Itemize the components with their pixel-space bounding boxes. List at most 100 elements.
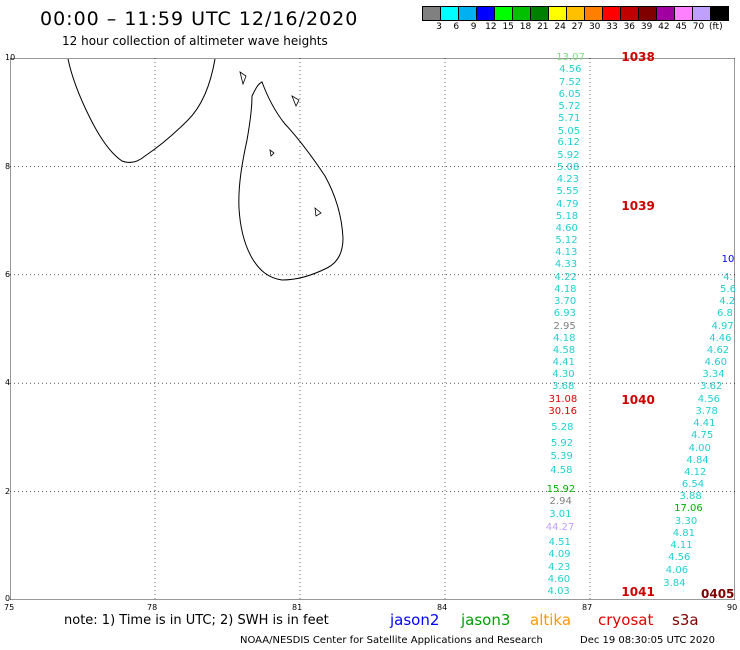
sat-cryosat: cryosat — [598, 611, 654, 629]
y-tick-6: 6 — [5, 270, 11, 279]
island-1 — [239, 71, 247, 86]
right-track-value: 4.75 — [690, 430, 714, 442]
left-track-value: 13.07 — [556, 52, 585, 64]
map-grid — [10, 58, 735, 600]
legend-swatch-1 — [440, 6, 459, 21]
right-track-value: 4.60 — [704, 356, 727, 368]
left-track-value: 4.58 — [550, 465, 573, 477]
pass-time-label: 1039 — [621, 198, 655, 213]
x-tick-78: 78 — [147, 603, 158, 612]
left-track-value: 4.18 — [553, 332, 576, 344]
legend-swatch-10 — [602, 6, 621, 21]
sat-jason3: jason3 — [461, 611, 511, 629]
legend-label-9: 30 — [588, 22, 601, 32]
legend-swatch-9 — [584, 6, 603, 21]
left-track-value: 15.92 — [546, 484, 576, 496]
legend-label-15: 70 — [692, 22, 705, 32]
right-track-value: 4.56 — [668, 552, 691, 564]
left-track-value: 4.09 — [548, 549, 571, 561]
right-track-value: 3.34 — [702, 369, 725, 381]
left-track-value: 2.95 — [553, 320, 576, 332]
left-track-value: 4.23 — [556, 174, 579, 186]
left-track-value: 4.79 — [556, 198, 579, 210]
legend-label-3: 12 — [485, 22, 497, 32]
right-track-value: 4.62 — [706, 345, 730, 357]
india-coastline — [67, 58, 216, 163]
right-track-value: 3.62 — [700, 381, 723, 393]
legend-label-4: 15 — [502, 22, 514, 32]
pass-time-label: 1040 — [621, 392, 655, 407]
legend-label-11: 36 — [623, 22, 636, 32]
legend-swatch-0 — [422, 6, 441, 21]
x-tick-90: 90 — [727, 603, 738, 612]
legend-label-0: 3 — [436, 22, 442, 32]
left-track-value: 44.27 — [545, 522, 575, 534]
units-note: note: 1) Time is in UTC; 2) SWH is in fe… — [64, 613, 329, 628]
y-tick-10: 10 — [5, 53, 16, 62]
y-tick-8: 8 — [5, 162, 11, 171]
legend-label-1: 6 — [453, 22, 460, 32]
page-title: 00:00 – 11:59 UTC 12/16/2020 — [40, 8, 359, 30]
pass-time-label: 1038 — [621, 49, 655, 64]
right-track-value: 17.06 — [674, 503, 703, 515]
pass-time-label: 1041 — [621, 585, 655, 600]
legend-label-12: 39 — [640, 22, 653, 32]
generation-timestamp: Dec 19 08:30:05 UTC 2020 — [580, 635, 715, 646]
right-track-value: 4.06 — [665, 564, 689, 576]
right-track-value: 4.41 — [693, 418, 716, 430]
legend-swatch-15 — [692, 6, 711, 21]
right-track-value: 4. — [723, 271, 733, 283]
left-track-value: 4.56 — [559, 64, 582, 76]
island-2 — [291, 95, 300, 107]
legend-swatch-2 — [458, 6, 477, 21]
left-track-value: 5.12 — [555, 234, 578, 246]
right-track-value: 6.54 — [681, 478, 705, 490]
color-legend-labels: 3 6 9 12 15 18 21 24 27 30 33 36 39 42 45 70 (ft) — [422, 22, 740, 34]
y-tick-4: 4 — [5, 378, 11, 387]
left-track-value: 4.60 — [555, 223, 578, 235]
color-legend — [422, 6, 729, 21]
legend-label-13: 42 — [658, 22, 670, 32]
left-track-value: 5.92 — [550, 438, 574, 450]
left-track-value: 5.18 — [555, 210, 579, 222]
left-track-value: 4.60 — [547, 573, 571, 585]
left-track-value: 5.55 — [556, 186, 579, 198]
right-track-value: 4.11 — [670, 540, 693, 552]
left-track-value: 5.05 — [557, 125, 581, 137]
left-track-value: 4.22 — [554, 271, 577, 283]
wave-height-map — [10, 58, 735, 600]
right-track-value: 4.97 — [711, 320, 734, 332]
right-track-value: 4.12 — [684, 466, 707, 478]
left-track-value: 5.28 — [551, 421, 574, 433]
right-track-pass-time: 0405 — [701, 587, 735, 601]
left-track-value: 4.58 — [552, 345, 576, 357]
right-track-value: 4.81 — [672, 527, 695, 539]
left-track-value: 4.51 — [548, 536, 571, 548]
island-3 — [314, 207, 322, 217]
legend-swatch-3 — [476, 6, 495, 21]
legend-swatch-8 — [566, 6, 585, 21]
sat-jason2: jason2 — [390, 611, 440, 629]
page-subtitle: 12 hour collection of altimeter wave hei… — [62, 34, 328, 48]
left-track-value: 7.52 — [558, 76, 582, 88]
left-track-value: 5.39 — [550, 450, 573, 462]
legend-label-8: 27 — [571, 22, 584, 32]
credit-line: NOAA/NESDIS Center for Satellite Applica… — [240, 635, 543, 646]
right-track-value: 3.30 — [674, 515, 698, 527]
left-track-value: 4.18 — [554, 283, 577, 295]
x-tick-84: 84 — [437, 603, 448, 612]
left-track-value: 6.93 — [553, 308, 576, 320]
sri-lanka-outline — [238, 81, 344, 281]
right-track-value: 4.2 — [719, 296, 736, 308]
left-track-value: 4.30 — [552, 369, 575, 381]
right-track-value: 4.00 — [688, 442, 711, 454]
left-track-value: 6.05 — [558, 88, 581, 100]
x-tick-81: 81 — [292, 603, 303, 612]
right-track-value: 5.6 — [720, 283, 736, 295]
left-track-value: 4.03 — [547, 586, 570, 598]
island-4 — [269, 149, 275, 157]
legend-swatch-6 — [530, 6, 549, 21]
legend-swatch-5 — [512, 6, 531, 21]
left-track-value: 5.71 — [558, 113, 581, 125]
left-track-value: 31.08 — [548, 393, 578, 405]
